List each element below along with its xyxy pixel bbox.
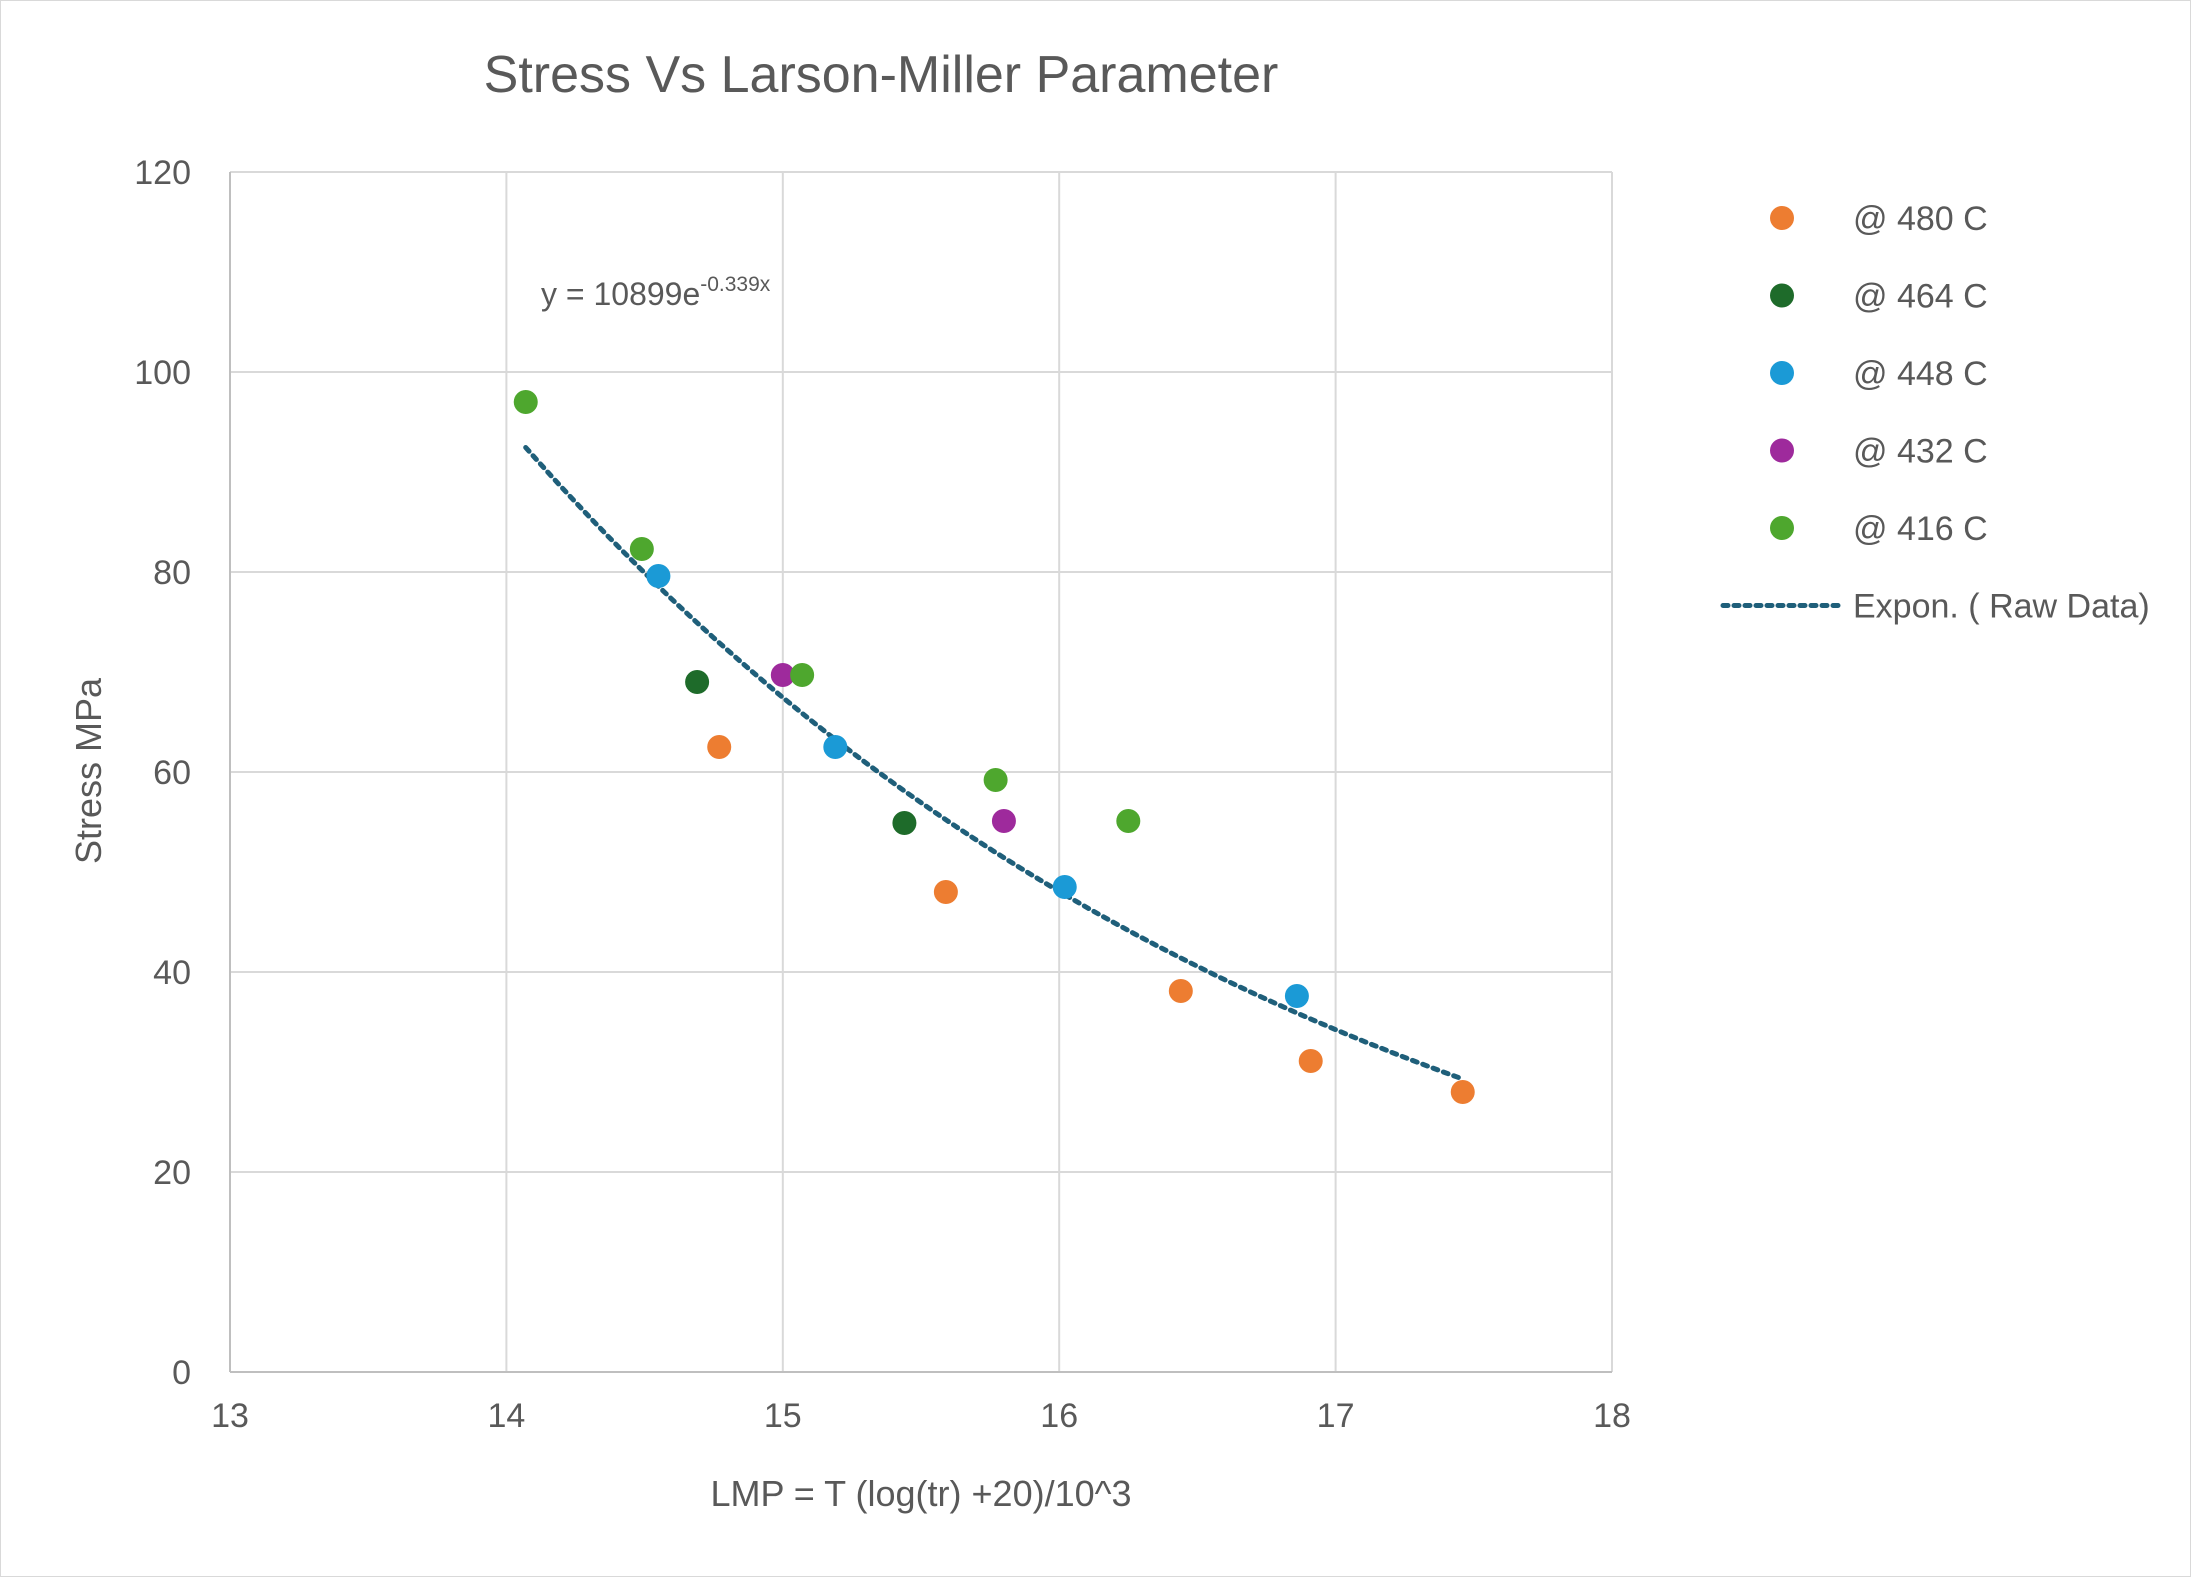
legend-label: @ 480 C (1853, 200, 1988, 238)
y-tick-label: 80 (153, 554, 191, 592)
data-point (685, 670, 710, 694)
data-points (513, 390, 1475, 1104)
data-point (770, 663, 795, 687)
data-point (629, 537, 654, 561)
y-tick-label: 100 (134, 354, 191, 392)
axes (229, 172, 1612, 1373)
data-point (707, 735, 732, 759)
data-point (823, 735, 848, 759)
y-tick-label: 0 (172, 1354, 191, 1392)
data-point (1052, 875, 1077, 899)
data-point (646, 564, 671, 588)
grid-lines (229, 171, 1613, 1373)
y-axis-label: Stress MPa (68, 677, 109, 864)
data-point (1450, 1080, 1475, 1104)
data-point (1168, 979, 1193, 1003)
x-tick-label: 13 (211, 1397, 249, 1435)
data-point (513, 390, 538, 414)
x-tick-label: 15 (764, 1397, 802, 1435)
data-point (1298, 1049, 1323, 1073)
legend: @ 480 C @ 464 C @ 448 C @ 432 C @ 416 C Expon… (1720, 200, 2150, 626)
equation-exponent: -0.339x (700, 273, 771, 296)
legend-label: @ 416 C (1853, 510, 1988, 548)
data-point (892, 811, 917, 835)
x-tick-label: 17 (1317, 1397, 1355, 1435)
data-point (1284, 984, 1309, 1008)
data-point (790, 663, 815, 687)
trendline-equation: y = 10899e-0.339x (541, 273, 771, 312)
legend-marker (1770, 438, 1794, 463)
legend-marker (1770, 361, 1794, 385)
exponential-trendline (523, 445, 1466, 1082)
data-point (983, 768, 1008, 792)
y-tick-label: 20 (153, 1154, 191, 1192)
data-point (991, 809, 1016, 833)
legend-marker (1770, 283, 1794, 308)
legend-label: @ 464 C (1853, 278, 1988, 316)
y-tick-label: 120 (134, 154, 191, 192)
x-axis-label: LMP = T (log(tr) +20)/10^3 (710, 1473, 1131, 1514)
tick-labels: 0 20 40 60 80 100 120 13 14 15 16 17 18 (134, 154, 1631, 1435)
y-tick-label: 60 (153, 754, 191, 792)
trendline (523, 445, 1466, 1082)
legend-label: @ 448 C (1853, 355, 1988, 393)
data-point (1116, 809, 1141, 833)
y-tick-label: 40 (153, 954, 191, 992)
legend-label: @ 432 C (1853, 433, 1988, 471)
x-tick-label: 18 (1593, 1397, 1631, 1435)
chart-title: Stress Vs Larson-Miller Parameter (484, 46, 1279, 104)
equation-base: y = 10899e (541, 276, 700, 312)
x-tick-label: 16 (1040, 1397, 1078, 1435)
data-point (933, 880, 958, 904)
legend-label: Expon. ( Raw Data) (1853, 588, 2150, 626)
legend-marker (1770, 206, 1794, 230)
legend-marker (1770, 516, 1794, 540)
x-tick-label: 14 (487, 1397, 525, 1435)
